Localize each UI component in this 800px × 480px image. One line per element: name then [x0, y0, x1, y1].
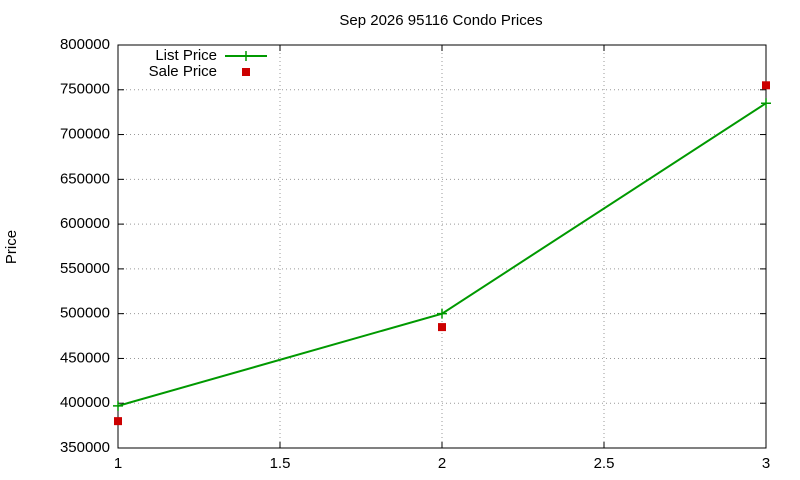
point — [114, 417, 122, 426]
x-tick-label: 2.5 — [594, 455, 615, 472]
point — [437, 308, 447, 319]
legend-label: Sale Price — [149, 63, 217, 80]
chart-title: Sep 2026 95116 Condo Prices — [339, 12, 542, 29]
legend-marker — [242, 68, 250, 76]
point — [761, 98, 771, 109]
x-tick-label: 3 — [762, 455, 770, 472]
plot-frame — [117, 44, 767, 449]
point — [113, 400, 123, 411]
x-tick-label: 2 — [438, 455, 446, 472]
y-tick-label: 800000 — [60, 36, 110, 53]
point — [762, 81, 770, 90]
y-tick-label: 650000 — [60, 170, 110, 187]
legend-label: List Price — [155, 47, 217, 64]
y-tick-label: 600000 — [60, 215, 110, 232]
y-tick-label: 750000 — [60, 81, 110, 98]
y-tick-label: 550000 — [60, 260, 110, 277]
y-axis-label: Price — [3, 230, 20, 264]
y-tick-label: 450000 — [60, 349, 110, 366]
y-tick-label: 500000 — [60, 305, 110, 322]
y-tick-label: 400000 — [60, 394, 110, 411]
x-tick-label: 1 — [114, 455, 122, 472]
x-tick-label: 1.5 — [270, 455, 291, 472]
point — [438, 323, 446, 332]
y-tick-label: 700000 — [60, 126, 110, 143]
y-tick-label: 350000 — [60, 439, 110, 456]
legend-marker — [241, 51, 251, 61]
